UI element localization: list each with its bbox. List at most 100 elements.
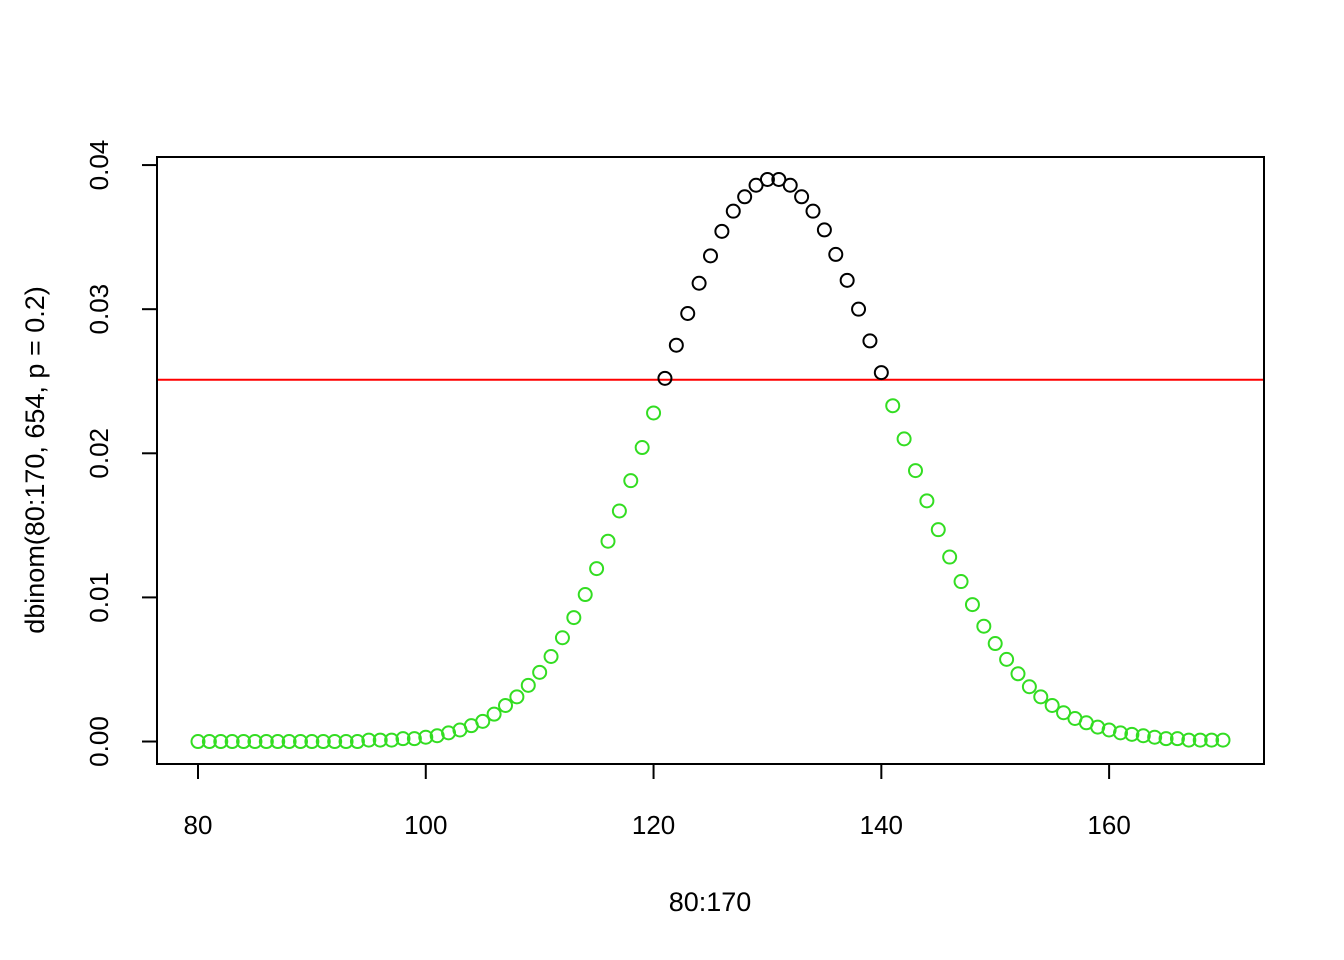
data-point <box>919 493 935 509</box>
data-point <box>1113 725 1128 741</box>
data-point <box>486 706 502 722</box>
data-point <box>885 398 901 414</box>
data-point <box>498 697 513 713</box>
data-point <box>338 734 354 750</box>
data-point <box>782 177 798 193</box>
data-point <box>942 549 958 565</box>
data-point <box>634 440 650 456</box>
y-axis: 0.00 0.01 0.02 0.03 0.04 <box>84 140 157 767</box>
data-point <box>953 574 969 590</box>
data-point <box>748 177 764 193</box>
y-axis-label: dbinom(80:170, 654, p = 0.2) <box>20 286 50 634</box>
x-axis-label: 80:170 <box>669 887 752 917</box>
data-point <box>680 306 696 322</box>
data-point <box>976 618 992 634</box>
data-point <box>964 597 980 613</box>
data-point <box>1169 731 1185 747</box>
data-point <box>646 405 662 421</box>
data-point <box>1033 689 1049 705</box>
data-point <box>987 636 1003 652</box>
data-point <box>600 533 616 549</box>
data-point <box>839 272 855 288</box>
data-point <box>908 463 923 479</box>
data-point <box>691 275 707 291</box>
data-point <box>759 171 775 187</box>
data-point <box>475 713 491 729</box>
data-point <box>190 734 206 750</box>
data-point <box>1181 732 1197 748</box>
data-point <box>224 734 240 750</box>
data-point <box>520 677 536 693</box>
data-point <box>236 734 252 750</box>
data-point <box>589 561 605 577</box>
x-tick-label: 140 <box>860 810 903 840</box>
data-point <box>293 734 308 750</box>
data-point <box>725 203 741 219</box>
data-point <box>703 248 718 264</box>
data-point <box>714 223 730 239</box>
y-tick-label: 0.03 <box>84 284 114 335</box>
data-point <box>851 301 867 317</box>
data-point <box>418 729 434 745</box>
data-point <box>805 203 821 219</box>
data-point <box>247 734 263 750</box>
data-point <box>281 734 297 750</box>
data-point <box>304 734 320 750</box>
data-point <box>623 473 639 489</box>
data-point <box>771 171 787 187</box>
data-point <box>999 651 1015 667</box>
data-point <box>862 333 878 349</box>
data-point <box>349 734 365 750</box>
data-point <box>1021 679 1037 695</box>
data-point <box>668 337 684 353</box>
data-point <box>577 587 593 603</box>
data-points <box>190 171 1231 750</box>
data-point <box>611 503 627 519</box>
data-point <box>794 189 810 205</box>
data-point <box>372 732 388 748</box>
data-point <box>315 734 331 750</box>
data-point <box>930 522 946 538</box>
data-point <box>1056 705 1072 721</box>
data-point <box>1147 729 1163 745</box>
data-point <box>327 734 343 750</box>
x-tick-label: 160 <box>1087 810 1130 840</box>
data-point <box>1158 731 1174 747</box>
y-tick-label: 0.01 <box>84 572 114 623</box>
data-point <box>361 732 377 748</box>
data-point <box>737 189 753 205</box>
x-tick-label: 80 <box>184 810 213 840</box>
data-point <box>873 365 889 381</box>
data-point <box>201 734 217 750</box>
data-point <box>1204 732 1220 748</box>
data-point <box>1124 726 1140 742</box>
data-point <box>1215 732 1231 748</box>
x-tick-label: 120 <box>632 810 675 840</box>
data-point <box>1044 697 1060 713</box>
data-point <box>406 731 422 747</box>
data-point <box>258 734 274 750</box>
data-point <box>509 689 525 705</box>
data-point <box>816 222 832 238</box>
data-point <box>395 731 411 747</box>
data-point <box>532 664 548 680</box>
data-point <box>896 431 912 447</box>
x-axis: 80 100 120 140 160 <box>184 763 1131 840</box>
data-point <box>566 610 582 626</box>
data-point <box>1135 728 1151 744</box>
data-point <box>828 246 844 262</box>
data-point <box>1010 666 1026 682</box>
y-tick-label: 0.02 <box>84 428 114 479</box>
data-point <box>543 648 559 664</box>
y-tick-label: 0.00 <box>84 716 114 767</box>
data-point <box>213 734 229 750</box>
data-point <box>657 370 673 386</box>
data-point <box>554 630 570 646</box>
y-tick-label: 0.04 <box>84 140 114 191</box>
x-tick-label: 100 <box>404 810 447 840</box>
plot-frame <box>156 156 1265 765</box>
data-point <box>384 732 400 748</box>
data-point <box>1192 732 1208 748</box>
data-point <box>270 734 286 750</box>
